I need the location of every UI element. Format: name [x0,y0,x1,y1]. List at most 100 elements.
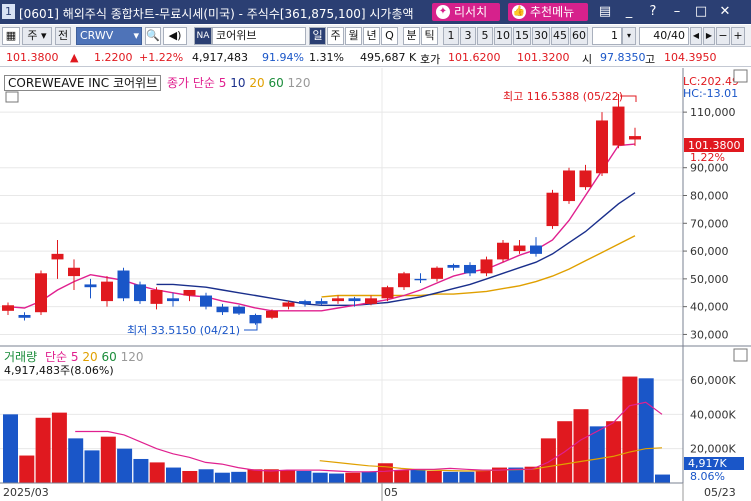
tab-minute[interactable]: 분 [403,27,420,45]
candle-body [299,301,311,304]
tab-tick[interactable]: 틱 [421,27,438,45]
volume-bar [345,472,361,483]
vol-tick-label: 20,000K [690,443,736,456]
speaker-icon[interactable]: ◀) [163,27,187,45]
search-icon[interactable]: 🔍 [145,27,161,45]
ask-price: 101.6200 [448,51,501,64]
volume-bar [133,458,149,483]
candle-body [497,242,509,260]
zoom-out-icon[interactable]: − [716,27,730,45]
pane-maximize-icon[interactable] [733,69,748,83]
vol-ma-label[interactable]: 단순 [44,350,68,364]
ask-label: 호가 [420,53,441,66]
candle-body [414,278,427,281]
page-prev-icon[interactable]: ◀ [690,27,702,45]
dropdown-arrow-icon: ▾ [133,29,139,42]
candle-body [183,289,196,296]
title-bar: 1 [0601] 해외주식 종합차트-무료시세(미국) - 주식수[361,87… [0,0,751,24]
candle-body [398,273,410,288]
candle-body [530,245,542,254]
research-button[interactable]: ✦ 리서치 [432,3,500,21]
x-label-end: 05/23 [704,486,736,499]
ma-label[interactable]: 종가 단순 [166,76,215,90]
ma-5[interactable]: 5 [218,76,227,90]
candle-body [167,298,179,302]
vol-ma-60[interactable]: 60 [101,350,117,364]
page-indicator: 40/40 [639,27,689,45]
ma-20[interactable]: 20 [249,76,265,90]
interval-3[interactable]: 3 [460,27,476,45]
high-price: 104.3950 [664,51,717,64]
ma-120[interactable]: 120 [287,76,311,90]
price-tick-label: 80,000 [690,189,729,202]
vol-tick-label: 60,000K [690,374,736,387]
volume-bar [329,473,344,483]
vol-ma-5[interactable]: 5 [70,350,79,364]
price-change: 1.2200 [94,51,133,64]
volume-label[interactable]: 거래량 [4,350,38,364]
turnover-rate: 1.31% [309,51,344,64]
volume-bar [3,414,18,483]
volume-bar [19,455,35,483]
volume-bar [475,470,491,483]
interval-custom-input[interactable]: 1 [592,27,622,45]
volume-bar [247,469,263,483]
open-price: 97.8350 [600,51,646,64]
volume-bar [492,467,507,483]
candle-body [84,284,97,288]
interval-5[interactable]: 5 [477,27,493,45]
interval-45[interactable]: 45 [551,27,569,45]
interval-1[interactable]: 1 [443,27,459,45]
recommend-menu-button[interactable]: 👍 추천메뉴 [508,3,588,21]
ma-10[interactable]: 10 [230,76,246,90]
ma-60[interactable]: 60 [268,76,284,90]
calendar-icon[interactable] [5,91,19,103]
interval-60[interactable]: 60 [570,27,588,45]
interval-30[interactable]: 30 [532,27,550,45]
tab-quarter[interactable]: Q [381,27,398,45]
thumbs-up-icon: 👍 [512,5,526,19]
minimize-icon[interactable]: _ [625,4,633,19]
minimize-window-icon[interactable]: – [673,4,681,19]
tab-year[interactable]: 년 [363,27,380,45]
volume-bar [296,470,312,483]
maximize-icon[interactable]: □ [694,4,708,19]
tab-week[interactable]: 주 [327,27,344,45]
period-select[interactable]: 주 ▾ [22,27,52,45]
stock-name-box[interactable]: COREWEAVE INC 코어위브 [4,75,162,91]
trade-amount: 495,687 K [360,51,417,64]
layout-icon[interactable]: ▤ [598,4,612,19]
volume-bar [540,438,556,483]
help-icon[interactable]: ? [649,4,657,19]
low-annotation: 최저 33.5150 (04/21) [127,324,240,337]
candle-body [117,270,130,299]
lightbulb-icon: ✦ [436,5,450,19]
tab-day[interactable]: 일 [309,27,326,45]
interval-15[interactable]: 15 [513,27,531,45]
prev-button[interactable]: 전 [55,27,71,45]
chart-canvas[interactable]: 110,000 90,000 80,000 70,000 60,000 50,000 40,… [0,68,751,501]
research-label: 리서치 [454,5,488,19]
lc-label: LC:202.49 [683,75,739,88]
toolbar: ▦ 주 ▾ 전 CRWV ▾ 🔍 ◀) NA 코어위브 일 주 월 년 Q 분 틱… [0,25,751,47]
vol-ma-20[interactable]: 20 [82,350,98,364]
candle-body [381,287,394,299]
vol-ma-120[interactable]: 120 [120,350,144,364]
volume-bar [166,467,181,483]
close-icon[interactable]: ✕ [719,4,731,19]
chart-icon[interactable]: ▦ [2,27,20,45]
candle-body [464,264,476,274]
interval-10[interactable]: 10 [494,27,512,45]
pct-tag: 1.22% [690,151,725,164]
candle-body [282,302,295,307]
tab-month[interactable]: 월 [345,27,362,45]
zoom-in-icon[interactable]: + [731,27,745,45]
symbol-value: CRWV [80,29,114,42]
up-arrow-icon: ▲ [70,51,79,64]
page-next-icon[interactable]: ▶ [703,27,715,45]
stock-name-field[interactable]: 코어위브 [212,27,306,45]
volume-bar [263,469,279,483]
interval-dropdown-icon[interactable]: ▾ [622,27,636,45]
symbol-input[interactable]: CRWV ▾ [76,27,142,45]
vol-pane-maximize-icon[interactable] [733,348,748,362]
